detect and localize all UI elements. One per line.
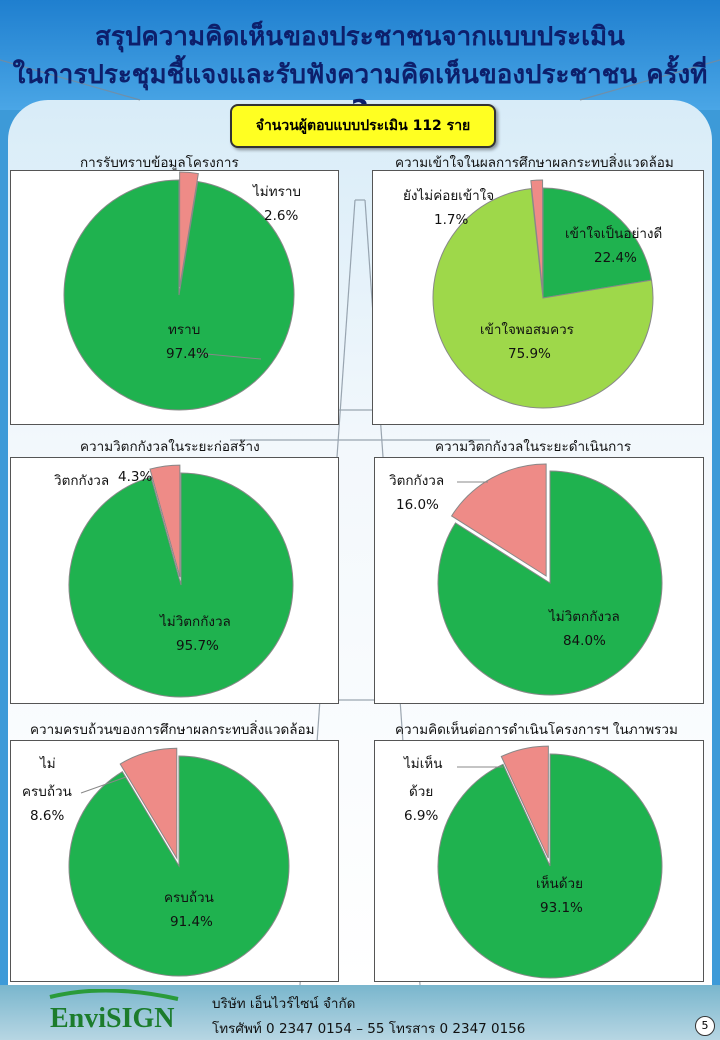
slice-label-line: ไม่เห็น xyxy=(404,756,443,772)
pie-slice xyxy=(530,179,544,291)
pie-slice xyxy=(119,747,178,861)
slice-label-line: ไม่ xyxy=(40,756,56,772)
pie-slice xyxy=(68,755,290,977)
pie-slice xyxy=(63,179,295,411)
slice-label: วิตกกังวล xyxy=(389,473,445,489)
pie-slice xyxy=(437,470,663,696)
slice-value: 95.7% xyxy=(176,638,219,654)
company-phone: โทรศัพท์ 0 2347 0154 – 55 โทรสาร 0 2347 … xyxy=(212,1021,526,1037)
pie-slice xyxy=(437,753,663,979)
logo-text: EnviSIGN xyxy=(50,1003,175,1034)
slice-value: 6.9% xyxy=(404,808,439,824)
slice-label: เห็นด้วย xyxy=(536,876,583,892)
pie-slice xyxy=(500,745,549,859)
envisign-logo: EnviSIGN xyxy=(49,989,179,1034)
chart-box xyxy=(10,740,339,982)
chart-title: การรับทราบข้อมูลโครงการ xyxy=(80,155,239,171)
slice-label: วิตกกังวล xyxy=(54,473,110,489)
slice-value: 4.3% xyxy=(118,469,153,485)
slice-value: 84.0% xyxy=(563,633,606,649)
chart-title: ความเข้าใจในผลการศึกษาผลกระทบสิ่งแวดล้อม xyxy=(395,155,674,171)
slice-value: 97.4% xyxy=(166,346,209,362)
slice-value: 93.1% xyxy=(540,900,583,916)
pie-chart xyxy=(437,463,663,696)
page-number: 5 xyxy=(695,1016,715,1036)
chart-title: ความวิตกกังวลในระยะก่อสร้าง xyxy=(80,439,260,455)
slice-label: ไม่ทราบ xyxy=(253,184,301,200)
slice-label: เข้าใจพอสมควร xyxy=(480,322,574,338)
pie-chart xyxy=(437,745,663,979)
pie-slice xyxy=(179,171,199,288)
chart-box xyxy=(372,170,704,425)
slice-label: ไม่วิตกกังวล xyxy=(160,614,231,630)
slice-value: 16.0% xyxy=(396,497,439,513)
slice-value: 22.4% xyxy=(594,250,637,266)
chart-box xyxy=(10,457,339,704)
slice-label: เข้าใจเป็นอย่างดี xyxy=(565,226,663,242)
pie-chart xyxy=(68,464,294,698)
chart-box xyxy=(374,457,704,704)
slice-value: 8.6% xyxy=(30,808,65,824)
slice-label: ไม่วิตกกังวล xyxy=(549,609,620,625)
slice-label: ครบถ้วน xyxy=(164,890,214,906)
chart-box xyxy=(374,740,704,982)
chart-box xyxy=(10,170,339,425)
slice-label: ทราบ xyxy=(168,322,201,338)
slice-value: 2.6% xyxy=(264,208,299,224)
pie-slice xyxy=(450,463,547,577)
chart-title: ความคิดเห็นต่อการดำเนินโครงการฯ ในภาพรวม xyxy=(395,722,678,738)
slice-value: 91.4% xyxy=(170,914,213,930)
company-name: บริษัท เอ็นไวร์ไซน์ จำกัด xyxy=(212,996,356,1012)
slice-label-line: ครบถ้วน xyxy=(22,784,72,800)
chart-title: ความวิตกกังวลในระยะดำเนินการ xyxy=(435,439,632,455)
slice-label-line: ด้วย xyxy=(409,784,434,800)
pie-slice xyxy=(149,464,181,578)
pie-chart xyxy=(432,179,654,409)
slice-label: ยังไม่ค่อยเข้าใจ xyxy=(403,188,495,204)
slice-value: 75.9% xyxy=(508,346,551,362)
slice-value: 1.7% xyxy=(434,212,469,228)
page-title-line1: สรุปความคิดเห็นของประชาชนจากแบบประเมิน xyxy=(95,22,625,52)
pie-chart xyxy=(63,171,295,411)
pie-chart xyxy=(68,747,290,977)
header-background xyxy=(0,0,720,110)
respondent-count-badge: จำนวนผู้ตอบแบบประเมิน 112 ราย xyxy=(230,104,496,148)
label-leader-line xyxy=(195,352,262,360)
pie-slice xyxy=(432,188,654,409)
label-leader-line xyxy=(80,776,127,794)
pie-slice xyxy=(542,187,653,299)
pie-slice xyxy=(68,472,294,698)
footer-bar xyxy=(0,985,720,1040)
page-title-line2: ในการประชุมชี้แจงและรับฟังความคิดเห็นของ… xyxy=(12,60,708,125)
chart-title: ความครบถ้วนของการศึกษาผลกระทบสิ่งแวดล้อม xyxy=(30,722,315,738)
